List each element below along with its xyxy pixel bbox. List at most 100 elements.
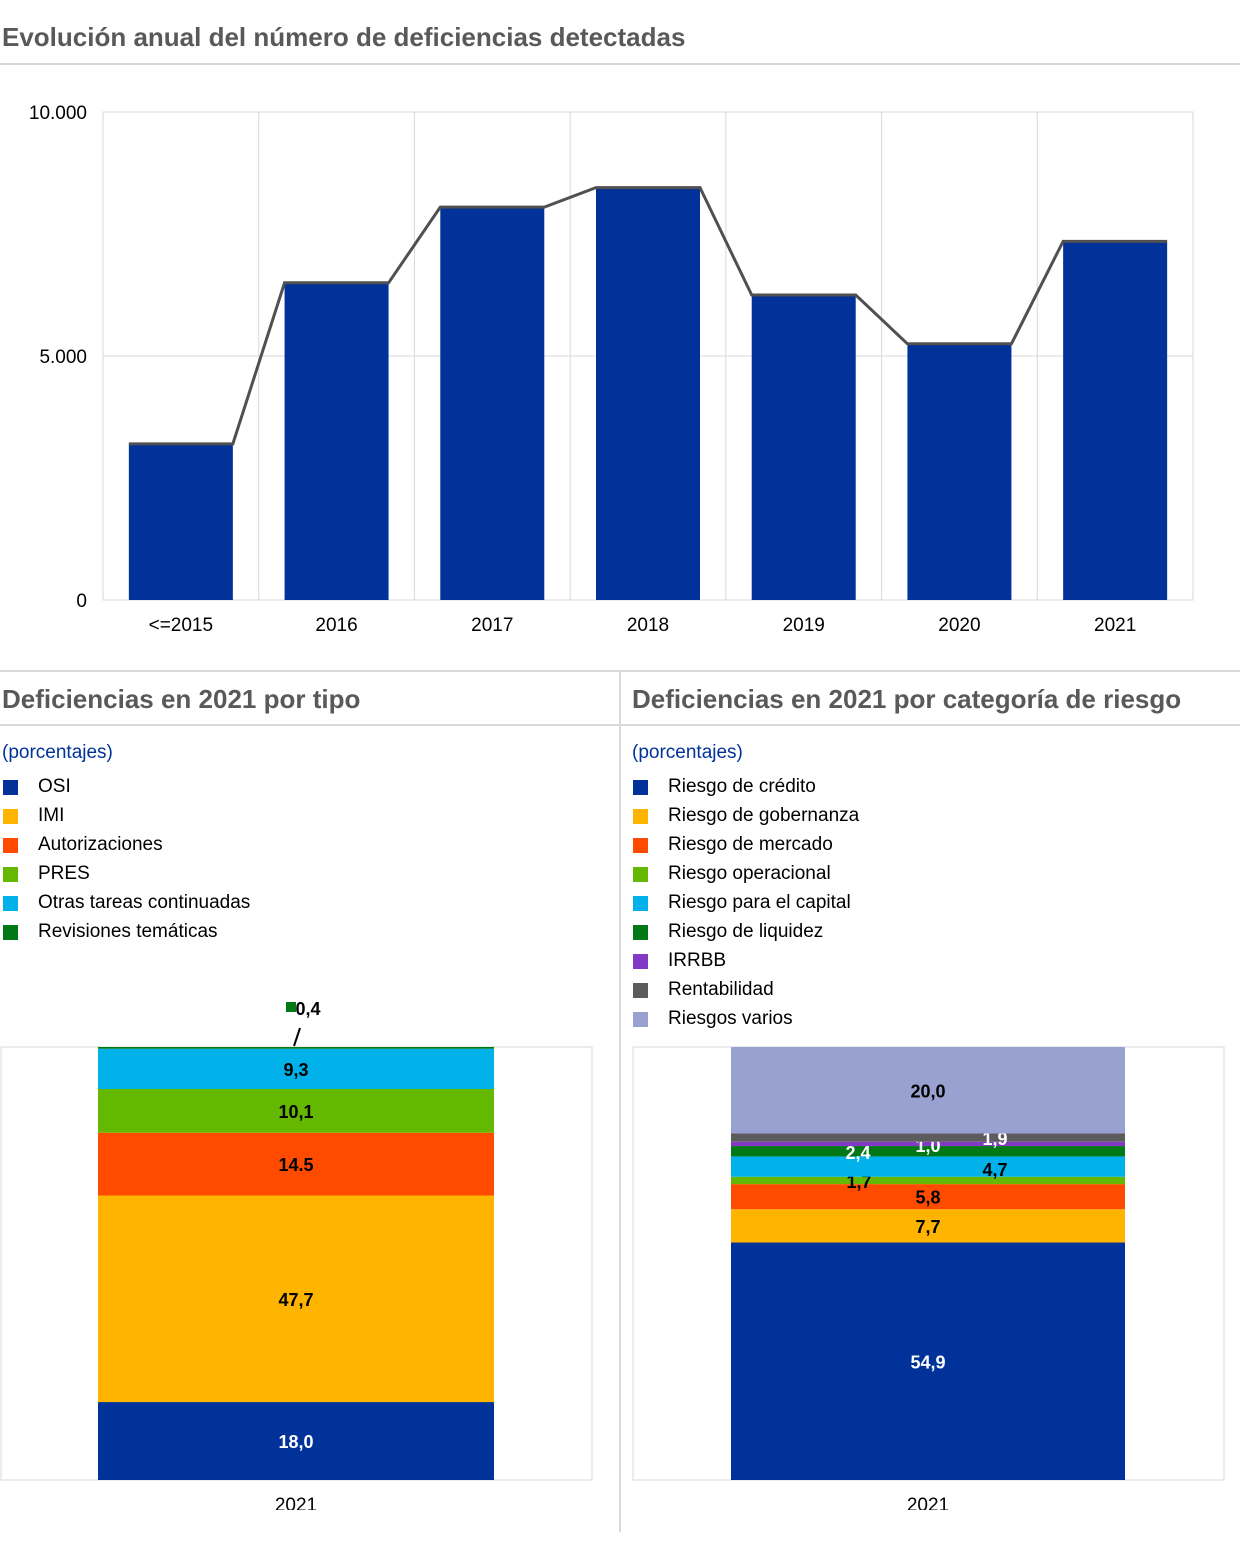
stack-segment-riesgo-de-credito [731, 1242, 1125, 1480]
legend-item-riesgos-varios: Riesgos varios [630, 1004, 859, 1033]
legend-item-riesgo-para-el-capital: Riesgo para el capital [630, 888, 859, 917]
legend-label: Riesgo de gobernanza [668, 805, 860, 826]
tipo-stacked-bar-chart: 18,0 47,7 14.5 10,1 9,3 0,4 2021 [0, 999, 593, 1510]
data-label: 2,4 [845, 1143, 870, 1163]
stack-segment-pres [98, 1089, 494, 1133]
legend-item-riesgo-operacional: Riesgo operacional [630, 859, 859, 888]
bar [907, 343, 1012, 600]
callout-leader [293, 1027, 301, 1047]
chart-subtitle-riesgo: (porcentajes) [632, 742, 743, 763]
legend-item-pres: PRES [0, 859, 250, 888]
stack-segment-riesgo-de-mercado [731, 1184, 1125, 1210]
title-underline-riesgo [621, 724, 1240, 726]
panel-divider [619, 672, 621, 1532]
data-label: 1,9 [982, 1129, 1007, 1149]
legend-swatch [3, 896, 18, 911]
legend-item-riesgo-de-mercado: Riesgo de mercado [630, 830, 859, 859]
callout-marker [286, 1002, 296, 1012]
legend-swatch [3, 925, 18, 940]
legend-swatch [633, 867, 648, 882]
stack-segment-riesgos-varios [731, 1047, 1125, 1134]
chart-title-annual: Evolución anual del número de deficienci… [2, 22, 686, 52]
data-label: 5,8 [915, 1188, 940, 1208]
stack-segment-autorizaciones [98, 1132, 494, 1196]
legend-swatch [3, 780, 18, 795]
stack-segment-revisiones-tematicas [98, 1047, 494, 1049]
legend-item-autorizaciones: Autorizaciones [0, 830, 250, 859]
legend-label: Autorizaciones [38, 834, 163, 855]
data-label: 54,9 [910, 1352, 945, 1372]
legend-swatch [633, 983, 648, 998]
data-label: 47,7 [278, 1290, 313, 1310]
legend-swatch [633, 838, 648, 853]
x-tick-label: 2021 [907, 1495, 949, 1510]
legend-label: OSI [38, 776, 71, 797]
stack-segment-riesgo-de-liquidez [731, 1146, 1125, 1157]
stack-segment-rentabilidad [731, 1133, 1125, 1142]
data-label: 18,0 [278, 1432, 313, 1452]
y-tick-label: 10.000 [29, 103, 87, 124]
legend-riesgo: Riesgo de crédito Riesgo de gobernanza Rie… [630, 772, 859, 1033]
x-tick-label: 2016 [315, 615, 357, 636]
data-label: 1,7 [846, 1172, 871, 1192]
stack-segment-riesgo-operacional [731, 1176, 1125, 1185]
data-label: 0,4 [295, 999, 320, 1019]
annual-bar-chart: 0 5.000 10.000 <=2015 2016 2017 2018 2019 2020 20… [29, 103, 1194, 636]
legend-tipo: OSI IMI Autorizaciones PRES Otras tareas con… [0, 772, 250, 946]
legend-item-otras-tareas-continuadas: Otras tareas continuadas [0, 888, 250, 917]
trend-line [128, 186, 1168, 446]
data-label: 10,1 [278, 1102, 313, 1122]
legend-item-riesgo-de-gobernanza: Riesgo de gobernanza [630, 801, 859, 830]
stack-segment-osi [98, 1402, 494, 1480]
title-underline-annual [0, 63, 1240, 65]
legend-item-riesgo-de-liquidez: Riesgo de liquidez [630, 917, 859, 946]
legend-item-rentabilidad: Rentabilidad [630, 975, 859, 1004]
y-tick-label: 5.000 [39, 347, 87, 368]
chart-subtitle-tipo: (porcentajes) [2, 742, 113, 763]
x-tick-label: 2017 [471, 615, 513, 636]
legend-label: Revisiones temáticas [38, 921, 218, 942]
bar [596, 187, 700, 600]
chart-title-tipo: Deficiencias en 2021 por tipo [2, 684, 361, 714]
legend-swatch [3, 809, 18, 824]
stack-segment-riesgo-de-gobernanza [731, 1209, 1125, 1243]
legend-swatch [633, 925, 648, 940]
legend-label: Riesgo de liquidez [668, 921, 824, 942]
stack-segment-otras-tareas-continuadas [98, 1048, 494, 1090]
stack-segment-irrbb [731, 1141, 1125, 1147]
x-tick-label: 2020 [938, 615, 980, 636]
legend-label: Riesgo operacional [668, 863, 831, 884]
legend-swatch [633, 809, 648, 824]
data-label: 4,7 [982, 1160, 1007, 1180]
legend-item-revisiones-tematicas: Revisiones temáticas [0, 917, 250, 946]
legend-swatch [3, 838, 18, 853]
x-tick-label: <=2015 [149, 615, 213, 636]
legend-label: Riesgo para el capital [668, 892, 851, 913]
bar [1063, 241, 1168, 600]
legend-item-imi: IMI [0, 801, 250, 830]
legend-label: Riesgos varios [668, 1008, 793, 1029]
x-tick-label: 2018 [627, 615, 669, 636]
legend-swatch [633, 780, 648, 795]
legend-label: IMI [38, 805, 65, 826]
x-tick-label: 2021 [1094, 615, 1136, 636]
data-label: 20,0 [910, 1081, 945, 1101]
section-divider [0, 670, 1240, 672]
x-tick-label: 2019 [783, 615, 825, 636]
legend-swatch [633, 896, 648, 911]
bar [440, 207, 545, 600]
bar [284, 282, 389, 600]
legend-label: PRES [38, 863, 90, 884]
bar [128, 443, 233, 600]
legend-swatch [633, 954, 648, 969]
data-label: 7,7 [915, 1217, 940, 1237]
stack-segment-riesgo-para-el-capital [731, 1156, 1125, 1177]
legend-swatch [633, 1012, 648, 1027]
stack-segment-imi [98, 1195, 494, 1403]
legend-item-irrbb: IRRBB [630, 946, 859, 975]
legend-label: IRRBB [668, 950, 727, 971]
legend-item-osi: OSI [0, 772, 250, 801]
x-tick-label: 2021 [275, 1495, 317, 1510]
legend-label: Riesgo de crédito [668, 776, 816, 797]
